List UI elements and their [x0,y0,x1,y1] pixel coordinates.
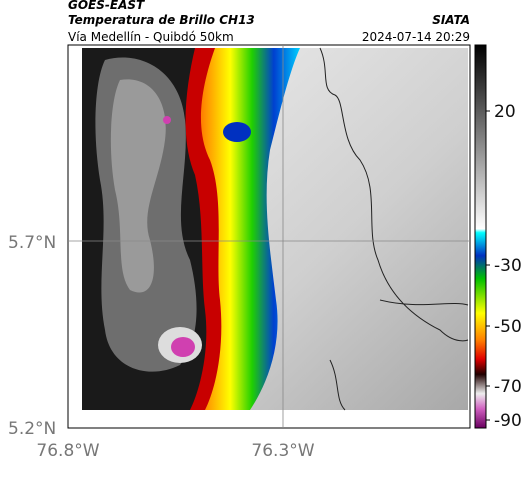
colorbar-tick-label: -50 [494,317,522,337]
title: Temperatura de Brillo CH13 [68,13,255,27]
imagery [82,47,469,411]
lon-tick-label: 76.8°W [36,441,99,461]
lat-tick-label: 5.7°N [8,233,56,253]
lat-tick-label: 5.2°N [8,419,56,439]
brand: SIATA [432,13,470,27]
colorbar [474,44,487,429]
colorbar-tick-label: -90 [494,411,522,431]
colorbar-tick-label: -70 [494,377,522,397]
datetime: 2024-07-14 20:29 [362,30,470,44]
colorbar-tick-label: 20 [494,102,516,122]
source: GOES-EAST [68,0,145,12]
map-frame [67,44,471,429]
colorbar-tick-label: -30 [494,256,522,276]
colorbar-ticks [486,110,490,421]
lon-tick-label: 76.3°W [251,441,314,461]
subtitle: Vía Medellín - Quibdó 50km [68,30,234,44]
